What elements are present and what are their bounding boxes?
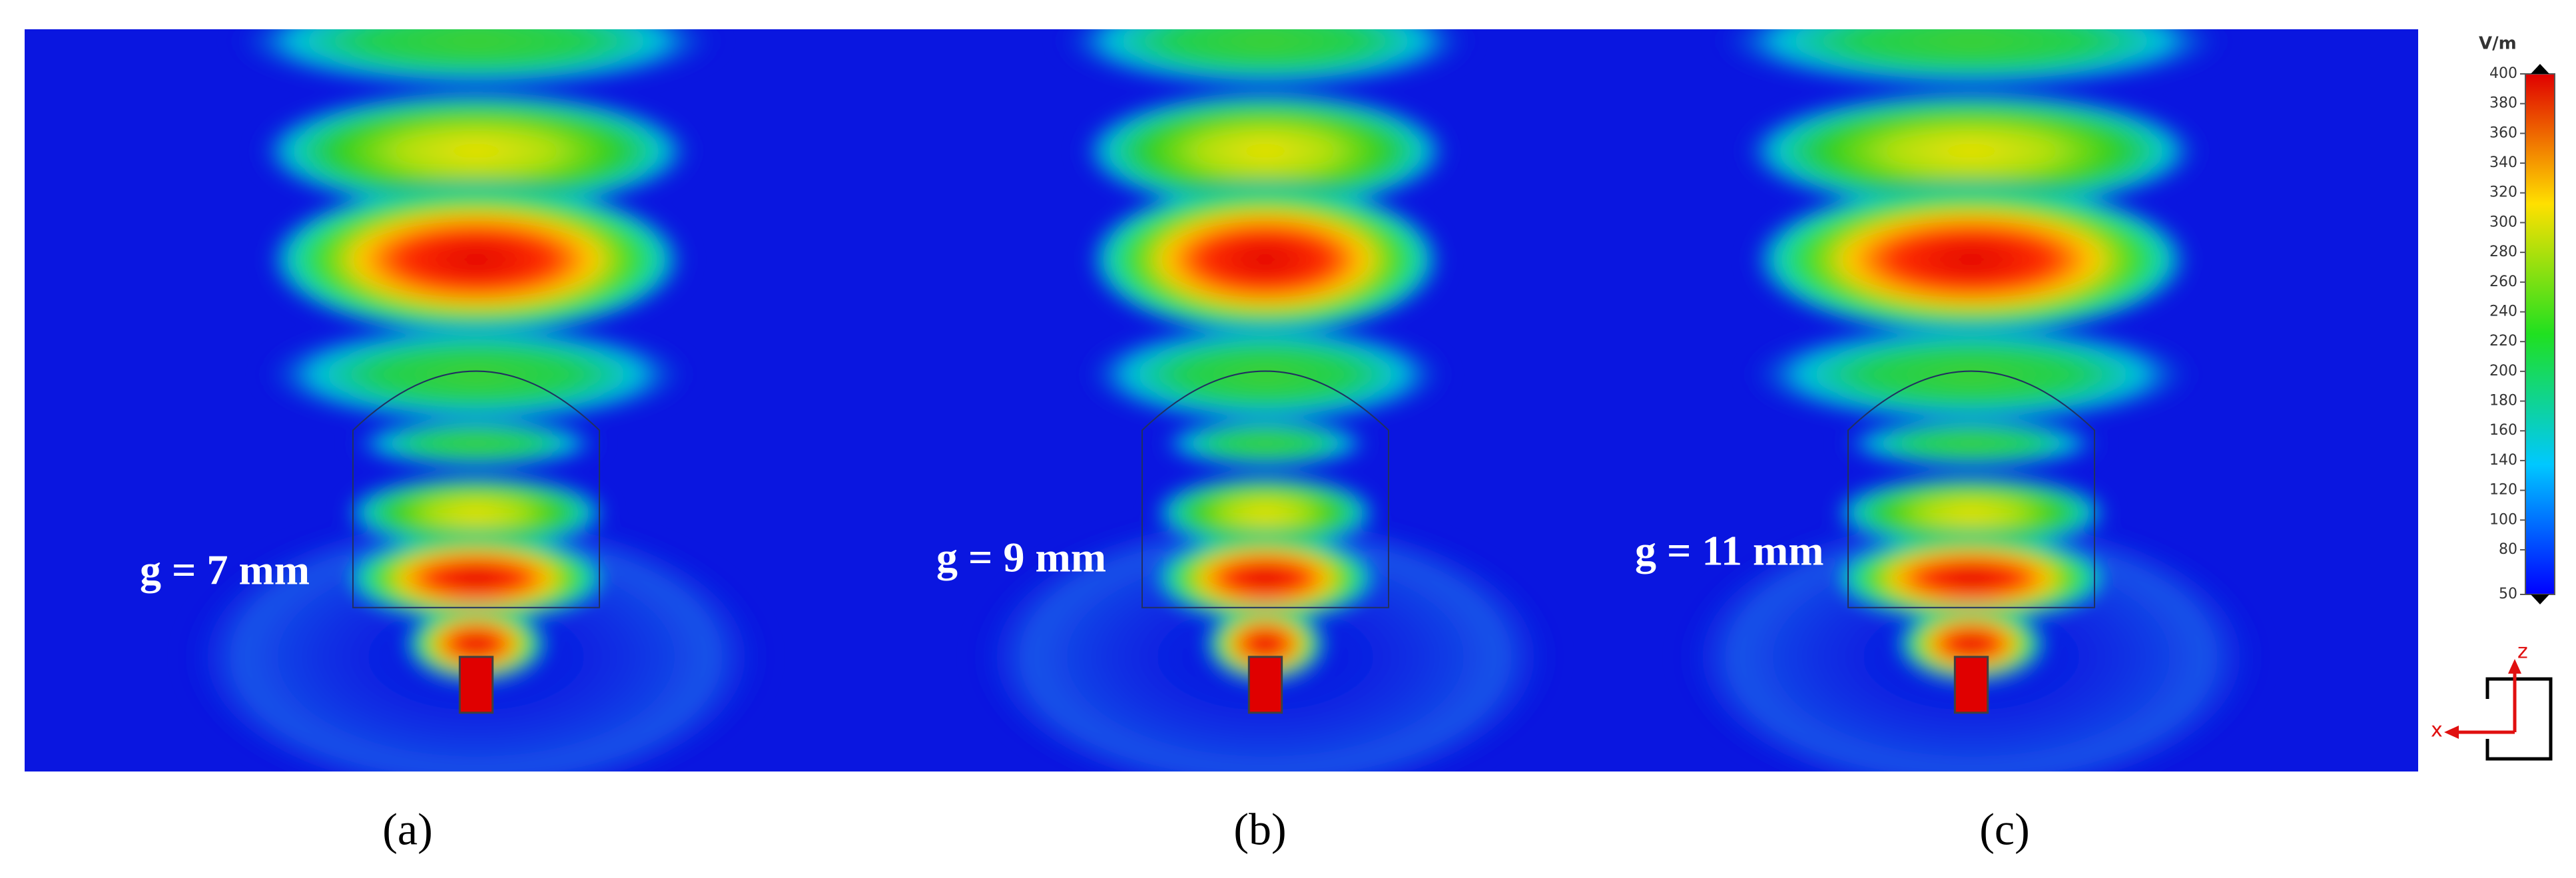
field-panel [970,29,1561,771]
colorbar-arrow [2531,64,2549,74]
panel-caption: (c) [1979,804,2029,855]
field-lobe [1712,29,2230,91]
axis-icon: z x [2431,640,2553,761]
field-lobe [1836,417,2106,470]
dielectric-outline [352,370,601,608]
colorbar-tick-label: 50 [2499,586,2517,602]
field-lobe [348,417,605,470]
field-pattern [180,29,2267,771]
field-lobe [1081,322,1450,427]
colorbar-arrow [2531,594,2549,604]
axis-label: z [2517,640,2528,664]
colorbar-tick-label: 400 [2489,65,2517,82]
panel-caption: (b) [1233,804,1286,855]
colorbar-tick-label: 360 [2489,124,2517,141]
field-lobe [1744,322,2199,427]
colorbar-tick-label: 100 [2489,511,2517,528]
colorbar-tick-label: 120 [2489,482,2517,499]
panel-label: g = 11 mm [1635,527,1824,574]
field-lobe [1151,532,1380,624]
field-lobe [341,473,611,552]
colorbar-tick-label: 240 [2489,303,2517,320]
field-lobe [1738,89,2204,214]
field-lobe [1151,473,1380,552]
field-lobe [1084,180,1447,339]
feed [1247,656,1283,714]
field-lobe [259,322,693,427]
field-lobe [1156,417,1375,470]
colorbar-tick-label: 180 [2489,393,2517,409]
field-lobe [341,532,611,624]
feed [1953,656,1989,714]
field-lobe [1747,180,2196,339]
field-lobe [1829,473,2113,552]
colorbar-tick-label: 320 [2489,184,2517,201]
colorbar-unit: V/m [2479,34,2517,54]
feed [458,656,494,714]
field-panel [1676,29,2267,771]
field-lobe [1056,29,1475,91]
field-lobe [1203,604,1327,684]
colorbar-tick-label: 300 [2489,214,2517,230]
colorbar [2525,73,2555,595]
colorbar-tick-label: 80 [2499,541,2517,558]
field-lobe [1076,89,1454,214]
dielectric-outline [1847,370,2096,608]
colorbar-tick-label: 380 [2489,95,2517,112]
field-panel [180,29,772,771]
colorbar-tick-label: 200 [2489,363,2517,379]
colorbar-tick-label: 260 [2489,274,2517,290]
colorbar-tick-label: 280 [2489,244,2517,260]
field-lobe [262,180,690,339]
panel-label: g = 9 mm [936,534,1106,581]
colorbar-tick-label: 340 [2489,154,2517,171]
colorbar-tick-label: 160 [2489,422,2517,439]
colorbar-tick-label: 220 [2489,333,2517,349]
dielectric-outline [1141,370,1390,608]
panel-caption: (a) [382,804,432,855]
field-lobe [254,89,699,214]
field-lobe [1895,604,2047,684]
panel-label: g = 7 mm [140,547,310,594]
colorbar-tick-label: 140 [2489,452,2517,469]
field-lobe [230,29,723,91]
field-lobe [1829,532,2113,624]
field-lobe [404,604,549,684]
axis-label: x [2431,719,2443,742]
